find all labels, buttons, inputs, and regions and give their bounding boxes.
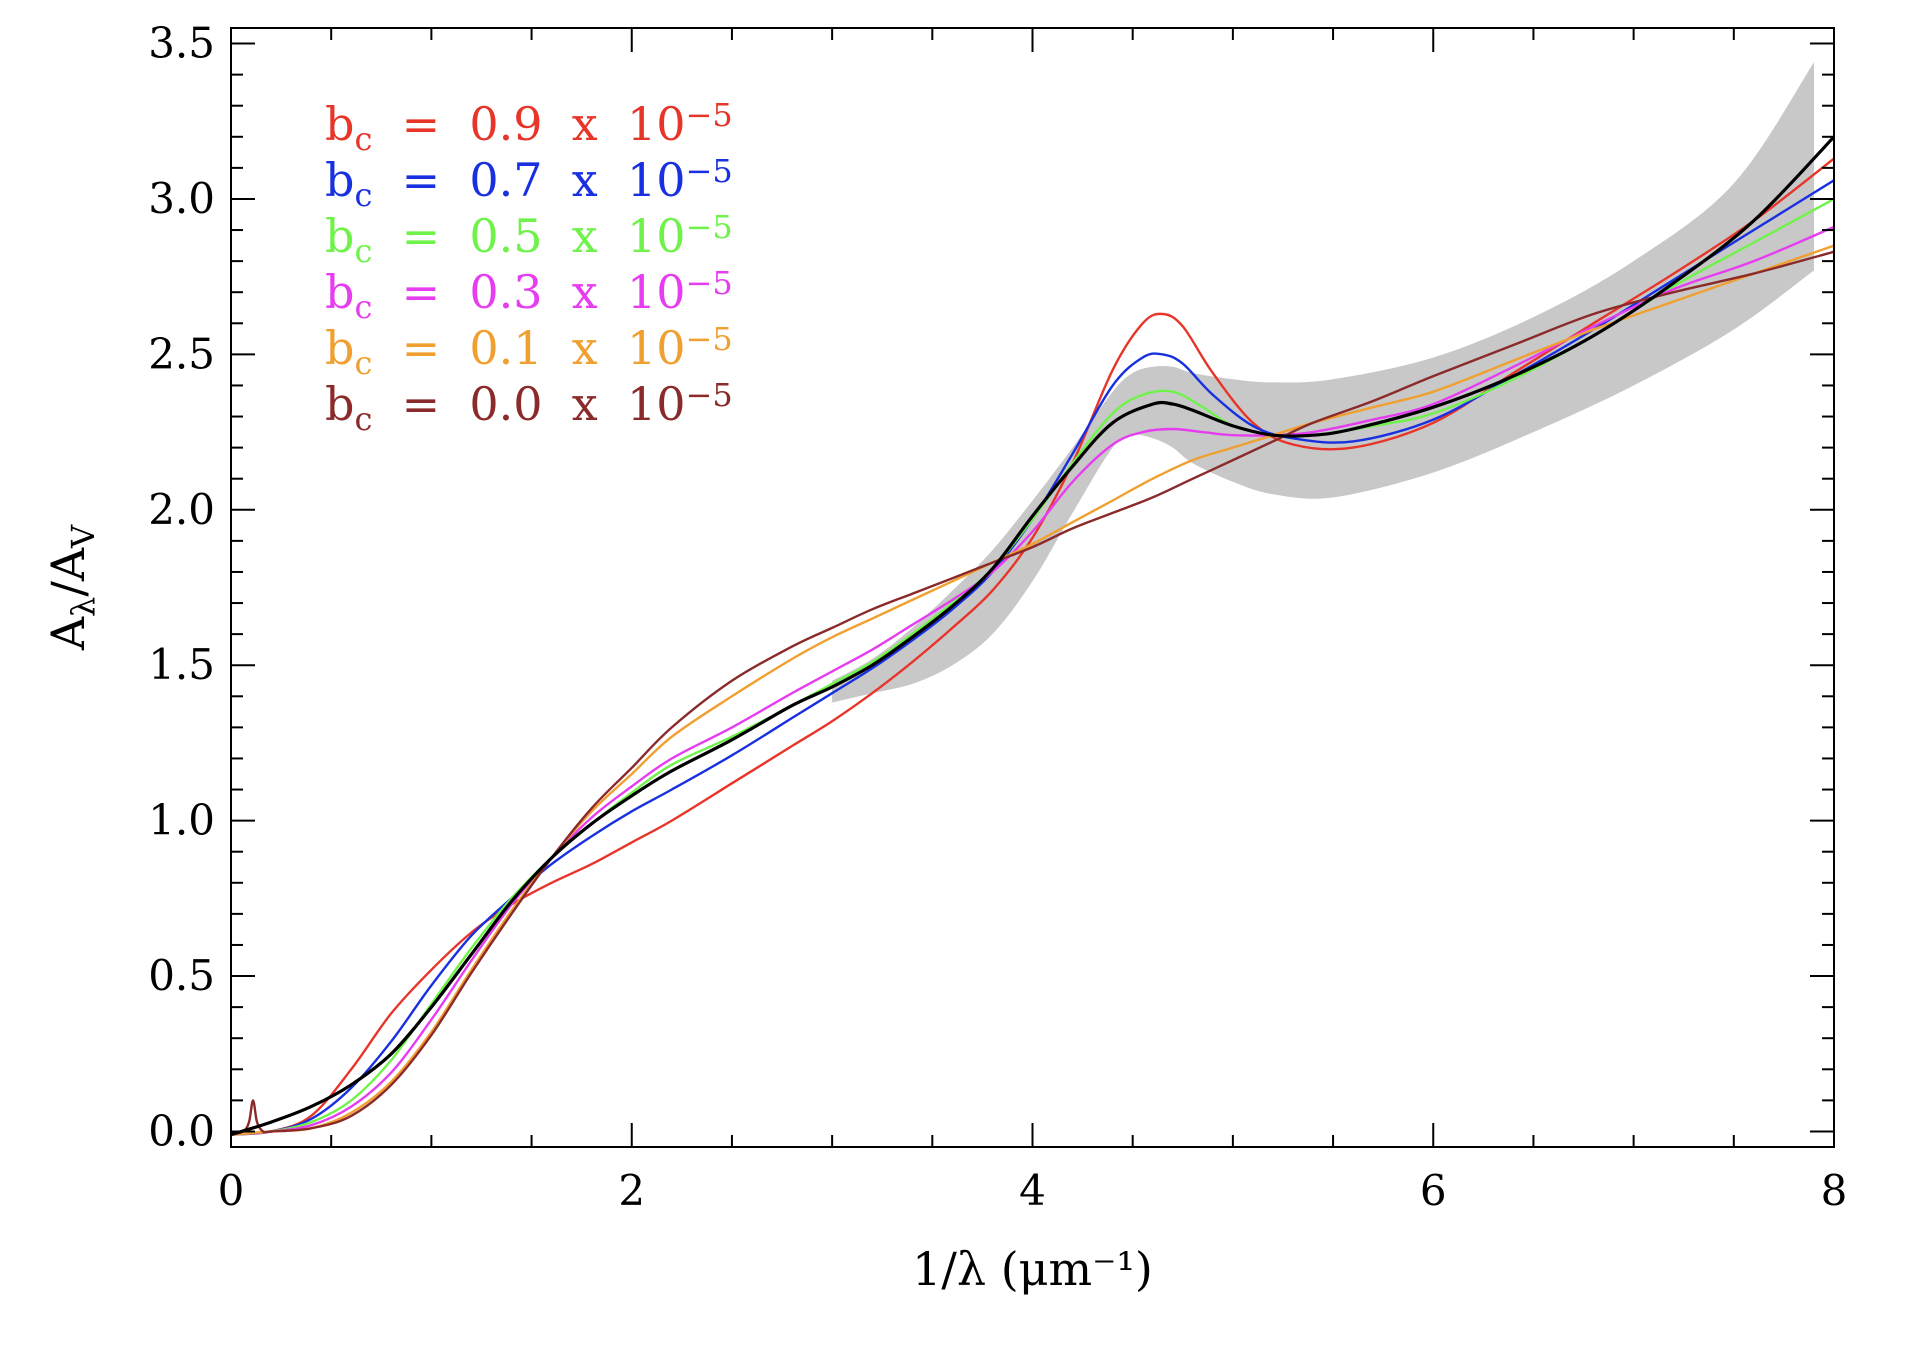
y-tick-label: 0.5 xyxy=(148,951,215,1000)
axes-layer: 0 2 4 6 8 0.0 0.5 1.0 1.5 2.0 2.5 3.0 3.5 xyxy=(148,19,1847,1215)
series-line-1 xyxy=(231,157,1834,1136)
y-tick-label: 0.0 xyxy=(148,1106,215,1155)
y-tick-label: 3.0 xyxy=(148,174,215,223)
x-tick-label: 4 xyxy=(1019,1166,1046,1215)
y-tick-label: 2.5 xyxy=(148,329,215,378)
x-tick-label: 2 xyxy=(618,1166,645,1215)
series-line-2 xyxy=(231,179,1834,1136)
x-tick-label: 6 xyxy=(1420,1166,1447,1215)
legend-entry: bc = 0.1 x 10−5 xyxy=(325,320,733,382)
legend-entry: bc = 0.0 x 10−5 xyxy=(325,376,733,438)
x-axis-label: 1/λ (μm⁻¹) xyxy=(912,1242,1153,1296)
series-line-4 xyxy=(231,225,1834,1136)
y-tick-label: 3.5 xyxy=(148,19,215,68)
x-tick-label: 0 xyxy=(218,1166,245,1215)
legend-entry: bc = 0.7 x 10−5 xyxy=(325,152,733,214)
y-tick-label: 1.0 xyxy=(148,796,215,845)
axis-labels: 1/λ (μm⁻¹) Aλ/AV xyxy=(41,524,1153,1296)
series-line-5 xyxy=(231,244,1834,1136)
series-layer xyxy=(231,135,1834,1137)
y-axis-label: Aλ/AV xyxy=(41,524,102,651)
legend-entry: bc = 0.3 x 10−5 xyxy=(325,264,733,326)
legend: bc = 0.9 x 10−5bc = 0.7 x 10−5bc = 0.5 x… xyxy=(325,96,733,438)
y-tick-label: 1.5 xyxy=(148,640,215,689)
series-line-6 xyxy=(231,250,1834,1136)
uncertainty-band-layer xyxy=(832,62,1814,703)
x-tick-label: 8 xyxy=(1821,1166,1848,1215)
y-tick-label: 2.0 xyxy=(148,485,215,534)
uncertainty-band xyxy=(832,62,1814,703)
legend-entry: bc = 0.5 x 10−5 xyxy=(325,208,733,270)
series-line-black xyxy=(231,135,1834,1137)
legend-entry: bc = 0.9 x 10−5 xyxy=(325,96,733,158)
